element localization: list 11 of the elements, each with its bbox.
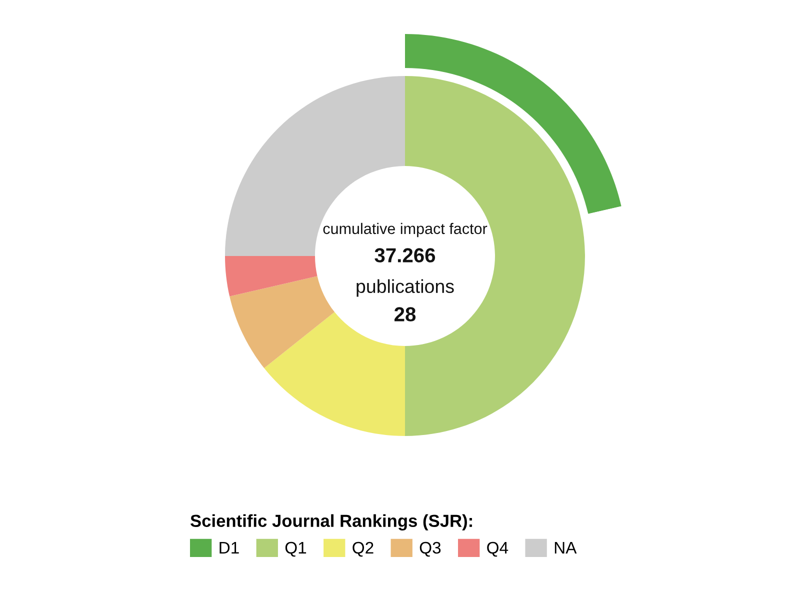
- legend-label: NA: [554, 542, 577, 554]
- legend-label: Q1: [285, 542, 306, 557]
- legend-label: Q2: [352, 542, 374, 557]
- text: 37.266: [374, 248, 436, 262]
- text: cumulative impact factor: [323, 222, 488, 238]
- legend-label: D1: [220, 542, 239, 554]
- legend-label: Q3: [420, 542, 441, 557]
- legend-label: Q4: [487, 542, 508, 557]
- legend-title: Scientific Journal Rankings (SJR):: [190, 514, 472, 530]
- text: publications: [356, 279, 454, 297]
- text: 28: [394, 307, 416, 322]
